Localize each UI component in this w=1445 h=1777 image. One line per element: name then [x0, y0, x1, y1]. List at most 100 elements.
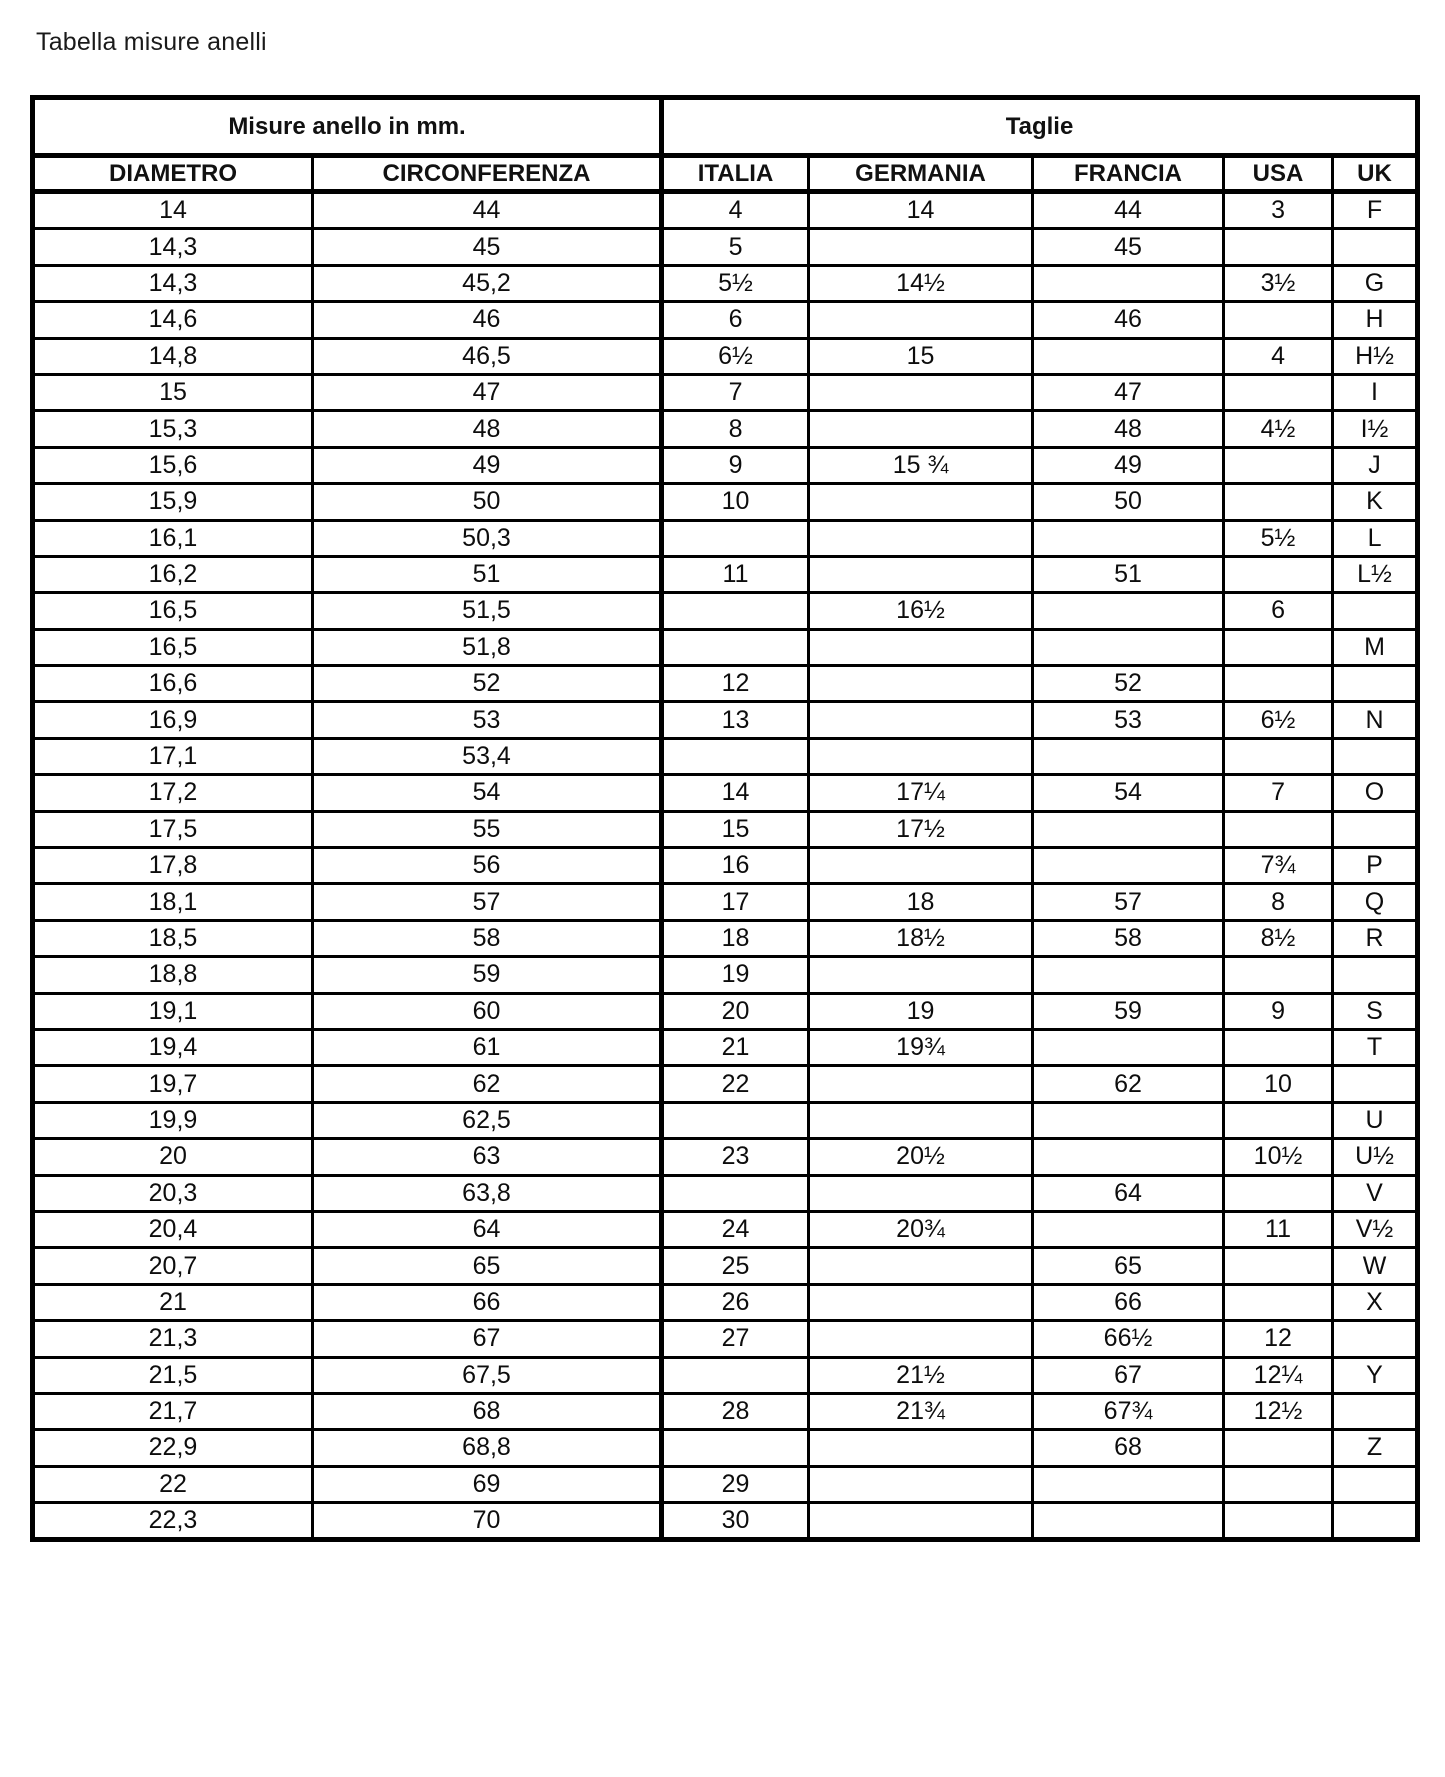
column-header-germania: GERMANIA [807, 154, 1035, 194]
table-cell [807, 736, 1035, 777]
table-cell: I½ [1331, 409, 1420, 449]
table-cell: 53 [1031, 700, 1226, 740]
table-row: 17,5 55 15 17½ [31, 809, 1420, 850]
table-cell: G [1331, 263, 1420, 304]
table-row: 20,7 65 25 65 W [31, 1246, 1420, 1286]
table-cell: 50,3 [310, 518, 664, 558]
table-cell: M [1331, 627, 1420, 668]
table-cell [1031, 1501, 1226, 1542]
group-header-row: Misure anello in mm. Taglie [30, 96, 1420, 158]
table-cell: 54 [310, 773, 664, 813]
table-cell: 20,7 [31, 1246, 314, 1286]
table-cell: 9 [659, 445, 811, 486]
table-cell [1222, 227, 1335, 267]
table-cell: N [1331, 700, 1420, 740]
table-cell: 9 [1222, 991, 1335, 1032]
table-cell [1031, 736, 1226, 777]
table-cell: 8½ [1222, 918, 1335, 959]
table-row: 16,6 52 12 52 [31, 664, 1420, 704]
table-cell: 57 [310, 882, 664, 922]
table-cell: 22,9 [31, 1428, 314, 1468]
table-cell: 62 [310, 1064, 664, 1104]
table-cell [807, 1064, 1035, 1104]
table-cell: 17,1 [31, 736, 314, 777]
table-cell: 15,3 [31, 409, 314, 449]
table-cell: 14,8 [31, 336, 314, 376]
table-cell: 70 [310, 1501, 664, 1542]
table-cell: 60 [310, 991, 664, 1032]
table-cell: 58 [1031, 918, 1226, 959]
table-cell [1331, 664, 1420, 704]
table-cell: 68,8 [310, 1428, 664, 1468]
table-body: 14 44 4 14 44 3 F 14,3 45 5 45 14,3 45,2 5½ 14½ 3½ G 14,6… [31, 189, 1420, 1542]
table-cell: 68 [310, 1391, 664, 1432]
table-row: 18,5 58 18 18½ 58 8½ R [31, 918, 1420, 959]
table-cell: 21 [31, 1282, 314, 1323]
table-cell: 19 [807, 991, 1035, 1032]
table-row: 19,4 61 21 19¾ T [31, 1027, 1420, 1068]
column-header-francia: FRANCIA [1031, 154, 1226, 194]
table-cell [807, 554, 1035, 595]
table-cell: 28 [659, 1391, 811, 1432]
table-cell: V½ [1331, 1209, 1420, 1250]
table-cell: 20 [659, 991, 811, 1032]
table-row: 20,4 64 24 20¾ 11 V½ [31, 1209, 1420, 1250]
table-row: 14,3 45 5 45 [31, 227, 1420, 267]
table-cell: 59 [1031, 991, 1226, 1032]
table-cell: 63,8 [310, 1173, 664, 1213]
table-cell: 51,8 [310, 627, 664, 668]
table-cell: 12 [659, 664, 811, 704]
table-cell [1222, 664, 1335, 704]
table-cell: 19¾ [807, 1027, 1035, 1068]
table-cell: F [1331, 189, 1420, 231]
table-cell [807, 1501, 1035, 1542]
table-cell: 50 [310, 482, 664, 522]
table-cell: 19,1 [31, 991, 314, 1032]
table-row: 16,9 53 13 53 6½ N [31, 700, 1420, 740]
table-cell: 49 [1031, 445, 1226, 486]
table-cell: 6½ [659, 336, 811, 376]
table-cell [1222, 1282, 1335, 1323]
table-cell: 14 [807, 189, 1035, 231]
table-row: 15,6 49 9 15 ¾ 49 J [31, 445, 1420, 486]
table-cell: L [1331, 518, 1420, 558]
table-cell [1331, 809, 1420, 850]
table-cell: 15 [659, 809, 811, 850]
table-cell: 19 [659, 955, 811, 995]
table-cell: 8 [1222, 882, 1335, 922]
table-cell [659, 736, 811, 777]
table-cell: 14 [659, 773, 811, 813]
table-cell [1222, 1100, 1335, 1141]
table-row: 17,2 54 14 17¼ 54 7 O [31, 773, 1420, 813]
table-row: 19,7 62 22 62 10 [31, 1064, 1420, 1104]
table-cell: 4 [1222, 336, 1335, 376]
table-header: Misure anello in mm. Taglie DIAMETRO CIR… [30, 96, 1420, 194]
table-cell [807, 664, 1035, 704]
table-cell: 64 [1031, 1173, 1226, 1213]
table-cell: 16½ [807, 591, 1035, 631]
table-cell [1331, 1319, 1420, 1359]
table-cell: 20½ [807, 1137, 1035, 1177]
table-cell: 27 [659, 1319, 811, 1359]
table-row: 22 69 29 [31, 1464, 1420, 1505]
table-cell: 18 [807, 882, 1035, 922]
table-row: 19,1 60 20 19 59 9 S [31, 991, 1420, 1032]
table-cell: 7 [659, 372, 811, 413]
table-cell [807, 300, 1035, 340]
table-cell: 16,5 [31, 591, 314, 631]
table-cell: 18,1 [31, 882, 314, 922]
table-cell: 22 [659, 1064, 811, 1104]
table-cell: I [1331, 372, 1420, 413]
table-cell: 7 [1222, 773, 1335, 813]
table-cell: 61 [310, 1027, 664, 1068]
table-cell: 21,7 [31, 1391, 314, 1432]
table-cell: 16,5 [31, 627, 314, 668]
table-cell: 3½ [1222, 263, 1335, 304]
table-cell: 45,2 [310, 263, 664, 304]
table-cell [1222, 809, 1335, 850]
table-cell: 63 [310, 1137, 664, 1177]
table-cell: 54 [1031, 773, 1226, 813]
table-cell: X [1331, 1282, 1420, 1323]
table-row: 22,9 68,8 68 Z [31, 1428, 1420, 1468]
table-cell: 62 [1031, 1064, 1226, 1104]
